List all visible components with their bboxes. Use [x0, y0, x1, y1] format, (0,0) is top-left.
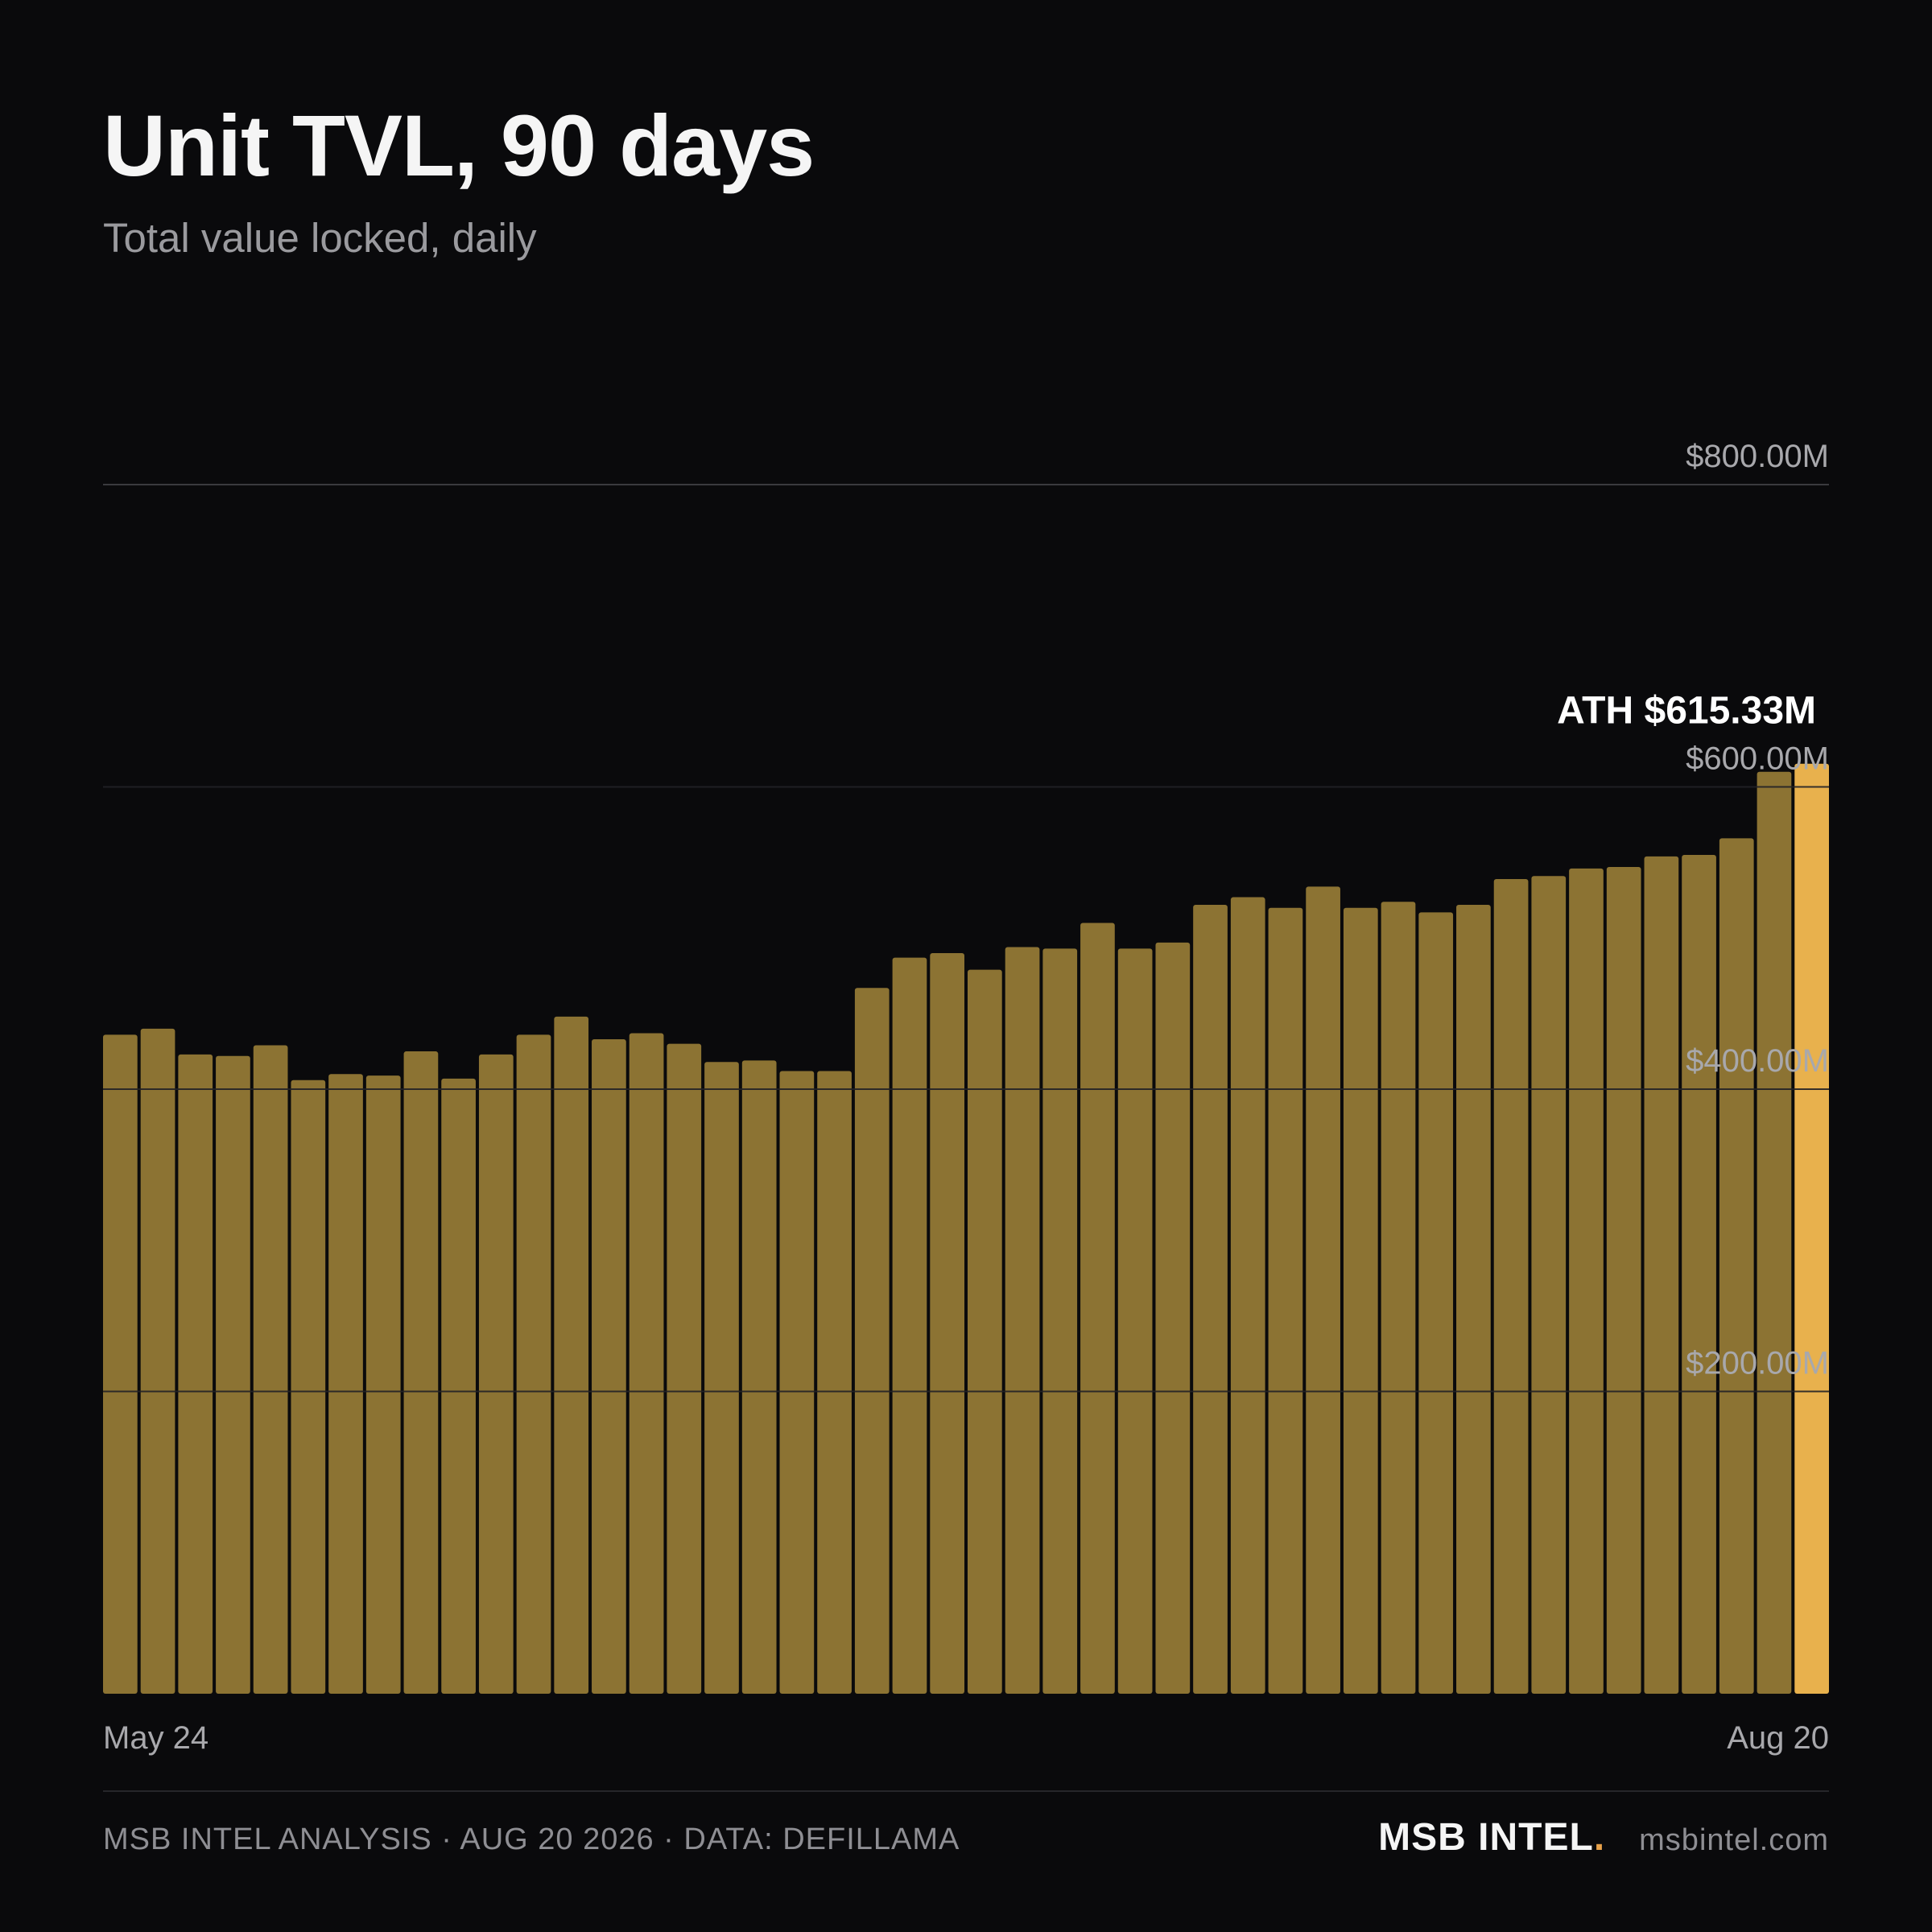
bar	[1005, 947, 1040, 1694]
bar	[1381, 902, 1416, 1694]
bar	[365, 1075, 401, 1694]
brand-logo: MSB INTEL.	[1378, 1815, 1605, 1860]
bar	[1306, 886, 1340, 1694]
bar	[1193, 904, 1228, 1694]
chart-subtitle: Total value locked, daily	[103, 215, 537, 261]
x-label-end: Aug 20	[1727, 1720, 1829, 1756]
bar	[403, 1051, 439, 1694]
bar	[516, 1034, 551, 1694]
bar	[592, 1039, 626, 1694]
footer-credit: MSB INTEL ANALYSIS · AUG 20 2026 · DATA:…	[103, 1823, 960, 1856]
bar	[291, 1080, 326, 1694]
bar	[1531, 876, 1567, 1694]
bar	[1644, 856, 1679, 1694]
bar	[1268, 907, 1303, 1694]
y-tick-label: $800.00M	[1686, 439, 1829, 474]
bar	[1682, 854, 1716, 1694]
bar	[1606, 867, 1641, 1694]
bar	[1117, 948, 1153, 1694]
x-label-start: May 24	[103, 1720, 208, 1756]
y-tick-label: $200.00M	[1686, 1346, 1829, 1381]
bar	[1456, 904, 1491, 1694]
bar	[103, 1034, 138, 1694]
bar	[1493, 879, 1529, 1694]
site-link[interactable]: msbintel.com	[1639, 1823, 1829, 1857]
bar	[854, 988, 890, 1694]
bar	[216, 1055, 250, 1694]
bar	[1080, 923, 1115, 1694]
bar	[930, 953, 964, 1694]
bar	[1343, 907, 1378, 1694]
bar	[1719, 838, 1754, 1694]
bar-latest	[1794, 763, 1829, 1694]
bar	[253, 1045, 288, 1694]
bar	[554, 1016, 589, 1694]
bar	[629, 1033, 664, 1694]
y-tick-label: $400.00M	[1686, 1043, 1829, 1079]
bar	[441, 1078, 476, 1694]
footer-brand-area: MSB INTEL. msbintel.com	[1378, 1815, 1829, 1860]
bar	[140, 1028, 175, 1694]
bar	[178, 1054, 213, 1694]
ath-annotation: ATH $615.33M	[1557, 690, 1816, 733]
bar	[1757, 771, 1792, 1694]
bar	[1418, 912, 1454, 1694]
bar	[1155, 942, 1191, 1694]
bar	[892, 957, 927, 1694]
bar	[779, 1071, 815, 1694]
bar	[1042, 948, 1078, 1694]
bar	[704, 1062, 739, 1694]
bar	[478, 1054, 514, 1694]
bar	[667, 1043, 702, 1694]
bar	[1230, 897, 1265, 1694]
brand-name: MSB INTEL	[1378, 1816, 1594, 1859]
brand-dot: .	[1593, 1816, 1606, 1859]
bar	[741, 1060, 777, 1694]
y-tick-label: $600.00M	[1686, 741, 1829, 777]
bar	[328, 1074, 363, 1694]
footer-divider	[103, 1790, 1829, 1792]
bar	[817, 1071, 852, 1694]
bar	[968, 969, 1002, 1694]
chart-title: Unit TVL, 90 days	[103, 97, 815, 194]
bar	[1569, 868, 1604, 1694]
